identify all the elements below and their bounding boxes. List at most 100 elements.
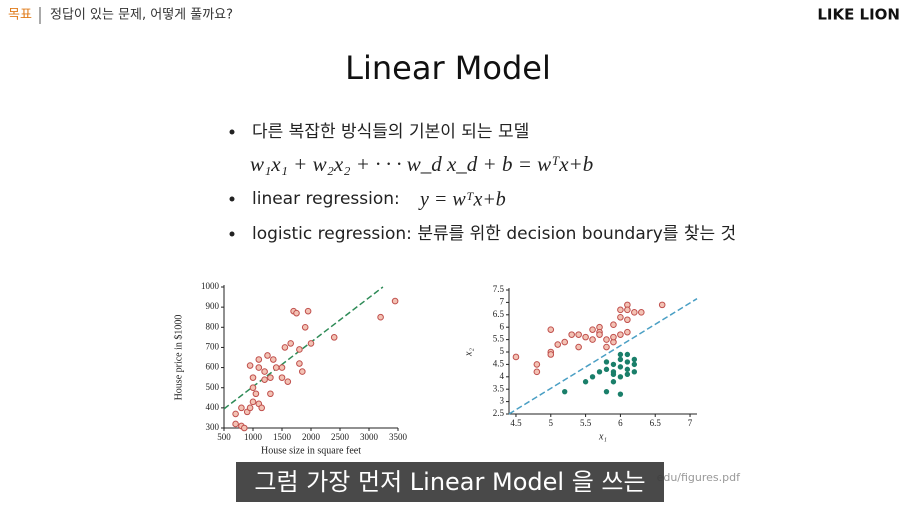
- point: [554, 341, 562, 348]
- point: [575, 331, 582, 338]
- point: [658, 301, 666, 309]
- source: edu/figures.pdf: [657, 471, 742, 484]
- x-tick-label: 1000: [244, 432, 263, 442]
- point: [610, 333, 617, 341]
- point: [232, 420, 239, 428]
- y-tick-label: 5: [500, 346, 505, 356]
- y-tick-label: 3.5: [493, 383, 505, 393]
- point: [241, 424, 248, 432]
- point: [264, 352, 271, 359]
- y-tick-label: 1000: [201, 281, 220, 291]
- caption: 그럼 가장 먼저 Linear Model 을 쓰는: [254, 468, 645, 496]
- point: [624, 366, 631, 373]
- point: [589, 336, 596, 343]
- point: [596, 331, 603, 338]
- point: [296, 360, 303, 367]
- point: [631, 369, 638, 375]
- y-tick-label: 6: [500, 321, 505, 331]
- point: [617, 374, 624, 380]
- point: [278, 364, 286, 371]
- y-tick-label: 500: [206, 382, 220, 392]
- point: [246, 362, 254, 369]
- x-tick-label: 4.5: [510, 418, 522, 428]
- point: [278, 374, 286, 381]
- point: [299, 368, 306, 375]
- point: [255, 356, 263, 363]
- x-tick-label: 6.5: [650, 418, 662, 428]
- point: [617, 364, 624, 370]
- point: [610, 371, 617, 378]
- bullet: 다른 복잡한 방식들의 기본이 되는 모델: [252, 122, 529, 142]
- formula: w₁x₁ + w₂x₂ + · · · w_d x_d + b = wᵀx+b: [250, 152, 593, 176]
- point: [589, 326, 596, 333]
- point: [533, 361, 541, 368]
- x-tick-label: 3000: [360, 432, 379, 442]
- caption-box: [236, 462, 664, 502]
- y-tick-label: 600: [206, 362, 220, 372]
- y-tick-label: 6.5: [493, 309, 505, 319]
- y-tick-label: 5.5: [493, 334, 505, 344]
- point: [610, 321, 617, 329]
- y-tick-label: 4: [500, 371, 505, 381]
- point: [603, 388, 610, 395]
- point: [582, 333, 589, 341]
- point: [547, 326, 555, 333]
- brand: LIKE LION: [817, 6, 900, 24]
- point: [596, 369, 603, 375]
- point: [391, 297, 399, 305]
- x-tick-label: 6: [618, 418, 623, 428]
- y-tick-label: 2.5: [493, 408, 505, 418]
- point: [296, 346, 303, 353]
- point: [617, 313, 624, 321]
- y-tick-label: 3: [500, 396, 505, 406]
- point: [249, 384, 257, 392]
- point: [603, 366, 610, 373]
- point: [617, 391, 624, 397]
- x-tick-label: 5.5: [580, 418, 592, 428]
- header-title: 정답이 있는 문제, 어떻게 풀까요?: [50, 8, 233, 23]
- point: [258, 404, 266, 412]
- bullet: linear regression:: [252, 189, 400, 209]
- point: [261, 368, 268, 375]
- point: [631, 361, 638, 368]
- point: [624, 306, 631, 314]
- point: [624, 328, 631, 336]
- point: [603, 359, 610, 365]
- bullet-dot: [229, 196, 235, 202]
- y-tick-label: 400: [206, 402, 220, 412]
- point: [617, 306, 624, 314]
- x-axis-label: x₁: [598, 431, 607, 442]
- point: [631, 356, 638, 363]
- point: [281, 344, 289, 351]
- point: [255, 364, 263, 371]
- point: [624, 371, 631, 378]
- x-tick-label: 7: [688, 418, 693, 428]
- y-tick-label: 4.5: [493, 358, 505, 368]
- y-tick-label: 700: [206, 341, 220, 351]
- point: [617, 331, 624, 338]
- y-axis-label: x₂: [463, 348, 474, 357]
- bullet: logistic regression: 분류를 위한 decision bou…: [252, 224, 736, 244]
- point: [562, 388, 568, 395]
- point: [603, 343, 610, 351]
- x-tick-label: 2500: [331, 432, 350, 442]
- section: 목표: [8, 8, 32, 23]
- point: [624, 351, 631, 358]
- point: [261, 376, 268, 383]
- point: [330, 334, 338, 341]
- point: [287, 340, 295, 347]
- bullet-dot: [229, 231, 235, 237]
- point: [568, 331, 575, 338]
- point: [272, 364, 280, 371]
- point: [561, 338, 569, 346]
- regression-formula: y = wᵀx+b: [418, 189, 506, 211]
- point: [307, 340, 315, 347]
- point: [232, 410, 239, 418]
- point: [512, 353, 520, 361]
- point: [293, 309, 300, 317]
- point: [589, 374, 596, 380]
- point: [603, 336, 610, 343]
- y-axis-label: House price in $1000: [173, 315, 184, 401]
- point: [270, 356, 277, 363]
